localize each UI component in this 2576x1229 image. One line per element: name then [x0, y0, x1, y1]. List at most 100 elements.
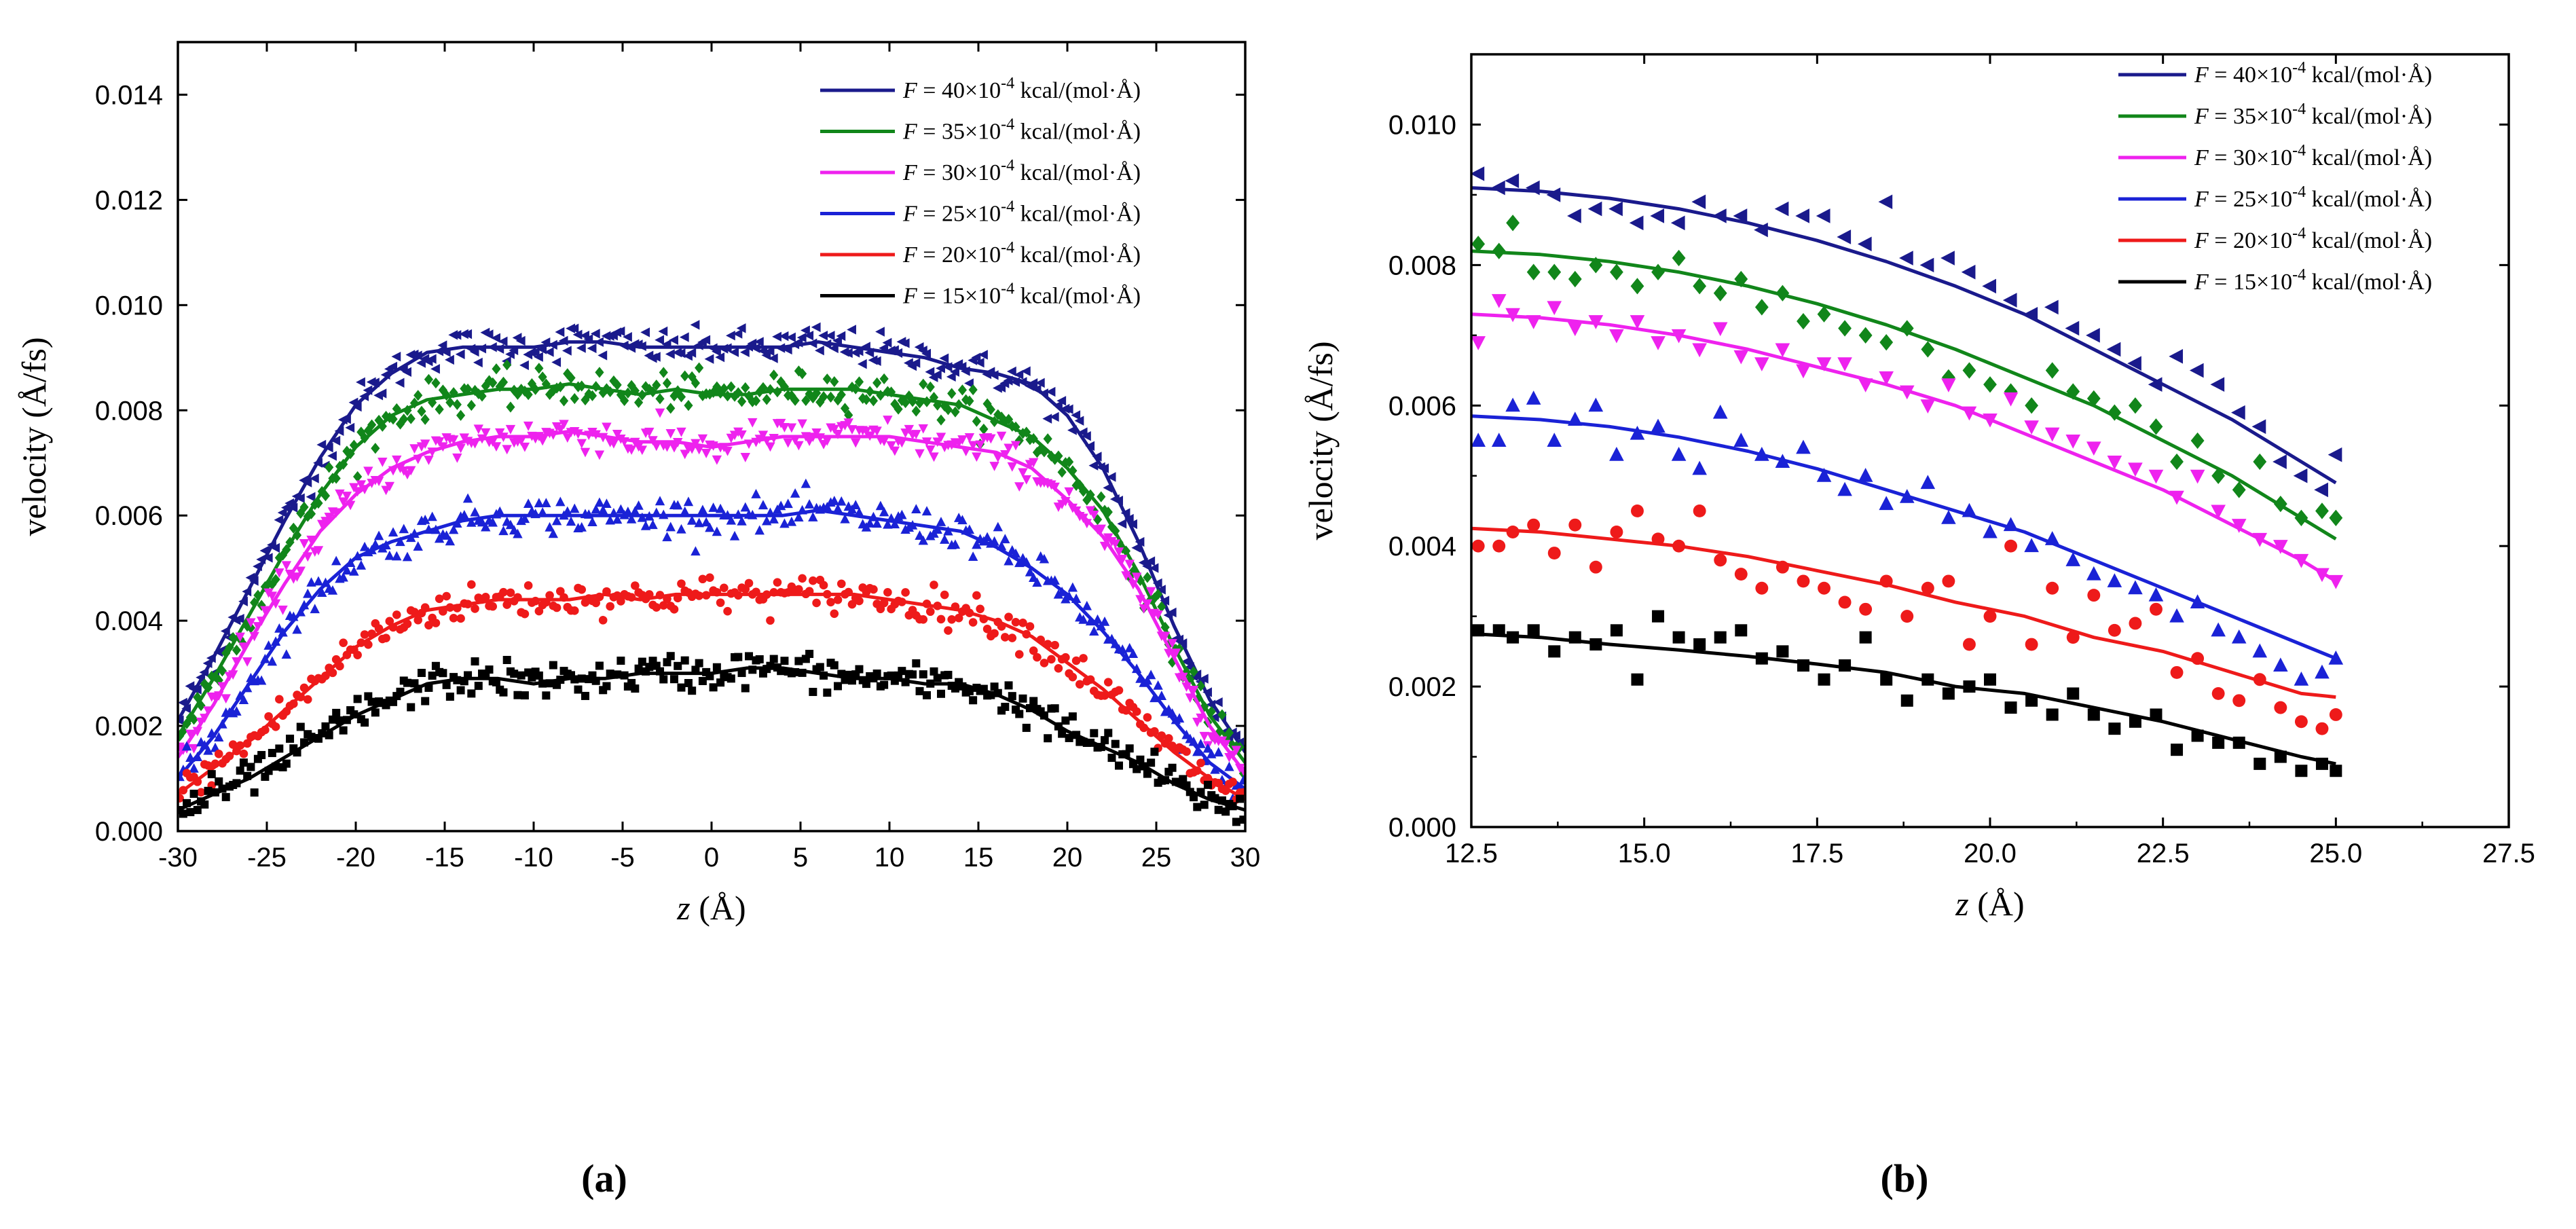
- series-b-1-point-25: [1983, 376, 1997, 393]
- series-a-5-point-82: [467, 689, 476, 698]
- series-a-3-point-208: [915, 530, 925, 540]
- series-a-5-point-232: [1001, 703, 1010, 712]
- series-a-3-point-47: [342, 565, 352, 575]
- series-a-0-point-83: [469, 346, 479, 357]
- series-a-0-point-163: [754, 337, 764, 347]
- series-a-5-point-128: [631, 684, 640, 693]
- series-a-0-point-257: [1088, 460, 1099, 471]
- series-a-2-point-235: [1010, 441, 1021, 451]
- series-b-1-point-13: [1734, 270, 1748, 288]
- series-b-4-point-23: [1942, 574, 1955, 588]
- legend-label: F = 35×10-4 kcal/(mol·Å): [902, 116, 1141, 145]
- series-a-3-point-95: [513, 528, 523, 538]
- series-a-0-point-107: [555, 327, 565, 337]
- series-a-5-point-157: [734, 653, 743, 661]
- series-a-3-point-8: [203, 745, 213, 755]
- series-a-5-point-21: [250, 788, 259, 797]
- series-a-5-point-114: [581, 691, 589, 700]
- series-a-1-point-27: [271, 574, 280, 585]
- series-a-2-point-108: [559, 420, 569, 430]
- series-a-4-point-136: [659, 601, 668, 610]
- series-a-4-point-153: [720, 583, 729, 593]
- series-a-1-point-195: [868, 395, 879, 407]
- series-a-2-point-259: [1096, 524, 1106, 534]
- series-a-5-point-297: [1232, 818, 1240, 826]
- series-a-2-point-233: [1004, 443, 1014, 454]
- series-a-0-point-89: [491, 333, 500, 343]
- series-a-3-point-178: [808, 512, 818, 521]
- series-a-5-point-240: [1029, 697, 1038, 705]
- series-a-3-point-151: [712, 526, 722, 536]
- series-a-4-point-147: [698, 574, 707, 584]
- series-a-3-point-123: [612, 514, 623, 524]
- series-a-1-point-258: [1092, 514, 1103, 526]
- series-a-1-point-39: [314, 497, 323, 509]
- series-a-3-point-158: [737, 515, 747, 526]
- series-b-5-point-21: [1900, 694, 1913, 707]
- series-a-4-point-185: [833, 595, 843, 604]
- series-a-3-point-281: [1174, 713, 1185, 723]
- series-b-4-point-42: [2329, 708, 2342, 721]
- series-b-2-point-26: [2003, 392, 2019, 407]
- series-a-0-point-109: [562, 346, 572, 356]
- series-a-4-point-0: [178, 794, 184, 803]
- series-a-1-point-69: [420, 414, 430, 425]
- series-a-5-point-170: [780, 657, 789, 665]
- series-a-1-point-7: [200, 678, 209, 690]
- series-a-3-point-173: [790, 488, 801, 498]
- series-a-4-point-217: [947, 614, 956, 624]
- series-a-1-point-114: [581, 394, 590, 406]
- series-b-5-point-13: [1735, 624, 1748, 637]
- series-a-5-point-118: [595, 661, 604, 670]
- series-a-5-point-158: [737, 669, 746, 678]
- series-a-5-point-8: [204, 786, 213, 795]
- series-b-0-point-38: [2251, 419, 2266, 435]
- series-a-3-point-120: [602, 498, 612, 509]
- series-a-5-point-208: [915, 686, 924, 695]
- series-a-2-point-130: [637, 445, 648, 456]
- series-a-5-point-94: [510, 669, 519, 678]
- series-a-3-point-185: [832, 503, 843, 513]
- series-b-1-point-35: [2190, 432, 2205, 450]
- series-a-1-point-61: [392, 403, 401, 415]
- series-a-5-point-294: [1221, 807, 1230, 816]
- series-a-5-point-139: [669, 675, 678, 684]
- series-a-3-point-147: [697, 505, 708, 515]
- x-tick-label: 22.5: [2137, 839, 2190, 868]
- series-a-3-point-60: [388, 527, 399, 537]
- series-a-4-point-232: [1001, 633, 1010, 642]
- series-a-3-point-162: [751, 489, 761, 498]
- series-a-2-point-269: [1131, 572, 1142, 583]
- series-a-1-point-226: [979, 423, 989, 435]
- series-a-5-point-46: [339, 726, 348, 735]
- series-a-5-point-55: [371, 708, 380, 717]
- legend-label: F = 25×10-4 kcal/(mol·Å): [902, 198, 1141, 227]
- series-a-3-point-233: [1004, 555, 1014, 566]
- series-a-0-point-213: [932, 369, 942, 380]
- series-a-3-point-232: [1000, 534, 1010, 544]
- series-a-0-point-185: [832, 335, 843, 346]
- series-a-5-point-261: [1104, 729, 1113, 737]
- series-b-3-point-2: [1505, 397, 1520, 412]
- y-tick-label: 0.012: [95, 185, 163, 215]
- series-a-2-point-164: [758, 430, 769, 441]
- series-a-2-point-264: [1114, 547, 1124, 557]
- series-a-4-point-160: [744, 579, 754, 588]
- series-a-2-point-26: [267, 591, 278, 602]
- series-a-3-point-106: [551, 515, 562, 526]
- series-a-2-point-154: [722, 446, 733, 456]
- series-a-4-point-234: [1008, 634, 1017, 642]
- series-a-0-point-96: [515, 335, 526, 346]
- series-b-4-point-28: [2046, 581, 2059, 595]
- series-a-1-point-211: [925, 381, 935, 392]
- series-a-4-point-104: [545, 591, 554, 600]
- series-a-1-point-164: [758, 382, 768, 393]
- series-a-5-point-138: [666, 652, 675, 661]
- series-a-1-point-143: [684, 400, 693, 411]
- series-a-4-point-183: [826, 598, 835, 607]
- series-a-4-point-251: [1068, 672, 1078, 682]
- series-a-0-point-79: [455, 349, 465, 360]
- series-b-4-point-25: [1983, 610, 1997, 623]
- series-a-5-point-213: [933, 674, 942, 682]
- series-a-1-point-217: [947, 388, 957, 399]
